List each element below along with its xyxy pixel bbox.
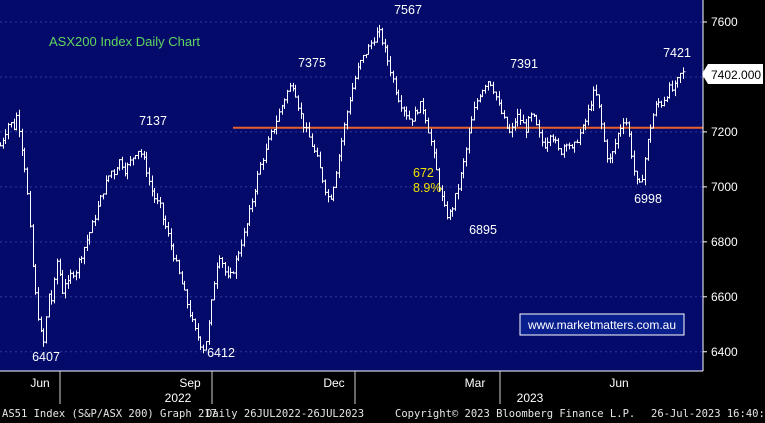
move-percent-label: 8.9% — [413, 181, 442, 195]
price-chart: 6400660068007000720074007600 JunSepDecMa… — [0, 0, 765, 404]
x-tick-label: Dec — [323, 376, 344, 390]
grid-lines — [0, 21, 703, 353]
x-tick-label: Sep — [179, 376, 201, 390]
y-tick-label: 6600 — [711, 290, 738, 304]
price-label: 6998 — [634, 192, 662, 206]
watermark-text: www.marketmatters.com.au — [527, 318, 676, 332]
y-tick-label: 7200 — [711, 125, 738, 139]
x-tick-label: Mar — [465, 376, 486, 390]
price-label: 7421 — [663, 46, 691, 60]
footer-security: AS51 Index (S&P/ASX 200) Graph 217 — [2, 408, 217, 420]
ohlc-bar — [681, 67, 686, 79]
price-label: 7137 — [139, 114, 167, 128]
last-price-tag: 7402.000 — [702, 64, 763, 84]
x-axis: Jun Sep Dec Mar Jun 2022 2023 — [0, 370, 703, 404]
footer-range: Daily 26JUL2022-26JUL2023 — [206, 408, 365, 420]
price-label: 7567 — [394, 3, 422, 17]
price-label: 6407 — [32, 350, 60, 364]
price-label: 7391 — [510, 57, 538, 71]
price-labels: 7137 7375 7567 7391 7421 6407 6412 6895 6998 — [32, 3, 691, 364]
footer-timestamp: 26-Jul-2023 16:40:10 — [651, 408, 765, 420]
y-tick-label: 6400 — [711, 345, 738, 359]
status-footer: AS51 Index (S&P/ASX 200) Graph 217 Daily… — [0, 404, 765, 423]
x-tick-label: Jun — [30, 376, 49, 390]
y-tick-label: 6800 — [711, 235, 738, 249]
footer-copyright: Copyright© 2023 Bloomberg Finance L.P. — [395, 408, 636, 420]
last-price-value: 7402.000 — [711, 68, 761, 82]
price-label: 6412 — [207, 346, 235, 360]
price-bars — [0, 24, 686, 354]
price-label: 6895 — [469, 223, 497, 237]
chart-title: ASX200 Index Daily Chart — [49, 34, 200, 49]
x-year-label: 2023 — [517, 391, 544, 404]
move-points-label: 672 — [413, 166, 434, 180]
x-tick-label: Jun — [609, 376, 628, 390]
price-label: 7375 — [298, 56, 326, 70]
y-tick-label: 7600 — [711, 15, 738, 29]
y-tick-label: 7000 — [711, 180, 738, 194]
watermark-box: www.marketmatters.com.au — [519, 313, 685, 336]
plot-area — [0, 0, 703, 371]
x-year-label: 2022 — [165, 391, 192, 404]
